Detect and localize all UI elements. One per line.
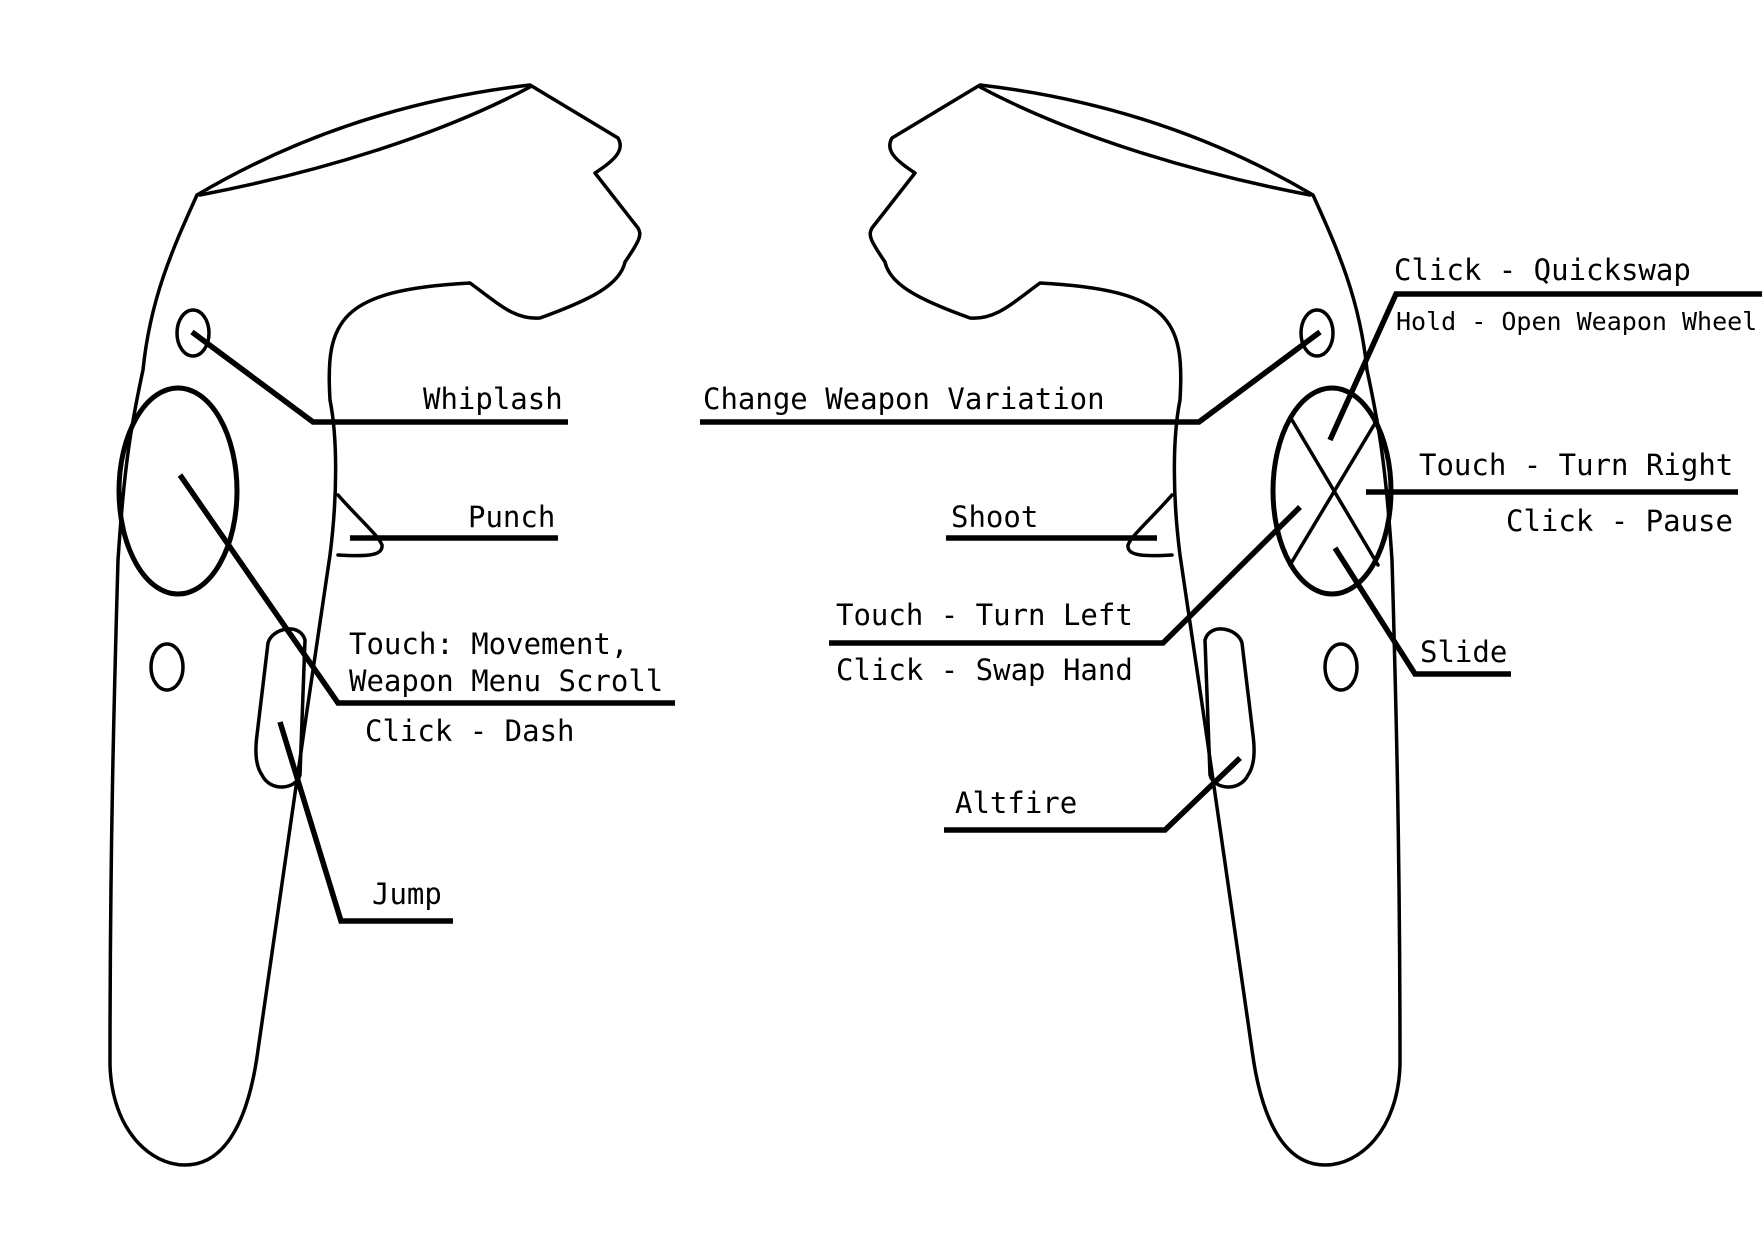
label-click-swap-hand: Click - Swap Hand xyxy=(836,653,1133,687)
left-controller xyxy=(108,83,675,1167)
label-slide: Slide xyxy=(1420,635,1508,669)
label-punch: Punch xyxy=(468,500,556,534)
label-hold-weapon-wheel: Hold - Open Weapon Wheel xyxy=(1396,307,1758,336)
label-weapon-menu-scroll: Weapon Menu Scroll xyxy=(349,664,664,698)
label-click-pause: Click - Pause xyxy=(1506,504,1733,538)
label-touch-turn-left: Touch - Turn Left xyxy=(836,598,1133,632)
left-system-button xyxy=(149,642,185,692)
right-leader-change-weapon xyxy=(700,329,1322,425)
label-whiplash: Whiplash xyxy=(423,382,563,416)
left-leader-touch xyxy=(177,473,675,706)
left-controller-body xyxy=(108,83,642,1167)
left-menu-button xyxy=(175,308,211,358)
label-jump: Jump xyxy=(372,877,442,911)
right-controller xyxy=(700,83,1762,1167)
right-leader-quickswap xyxy=(1327,291,1762,442)
right-trackpad-cross-b xyxy=(1288,418,1379,567)
label-touch-movement: Touch: Movement, xyxy=(349,627,629,661)
label-click-dash: Click - Dash xyxy=(365,714,575,748)
right-menu-button xyxy=(1299,308,1335,358)
label-change-weapon-variation: Change Weapon Variation xyxy=(703,382,1105,416)
label-altfire: Altfire xyxy=(955,786,1078,820)
left-trigger xyxy=(336,493,384,558)
right-trigger xyxy=(1126,493,1174,558)
right-wing-line xyxy=(978,85,1312,197)
right-leader-altfire xyxy=(944,756,1242,833)
right-leader-slide xyxy=(1332,546,1511,677)
label-touch-turn-right: Touch - Turn Right xyxy=(1419,448,1734,482)
left-leader-jump xyxy=(277,721,453,924)
left-trackpad xyxy=(116,385,240,597)
right-system-button xyxy=(1323,642,1359,692)
right-controller-body xyxy=(868,83,1402,1167)
right-leader-touch-left xyxy=(829,505,1302,646)
label-shoot: Shoot xyxy=(951,500,1039,534)
label-click-quickswap: Click - Quickswap xyxy=(1394,253,1691,287)
left-leader-whiplash xyxy=(190,329,568,425)
left-wing-line xyxy=(198,85,532,197)
right-grip-button xyxy=(1203,627,1256,789)
